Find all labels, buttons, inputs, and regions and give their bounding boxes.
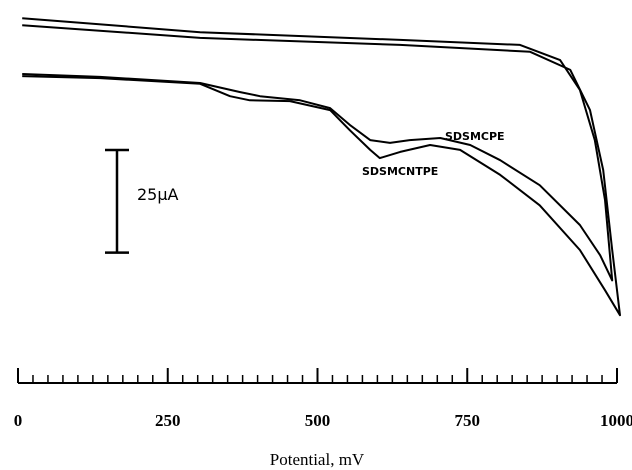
series-label: SDSMCNTPE — [362, 165, 438, 178]
x-tick-label: 750 — [455, 411, 481, 430]
voltammogram-line — [22, 24, 621, 317]
x-tick-label: 500 — [305, 411, 331, 430]
series-label: SDSMCPE — [445, 130, 505, 143]
x-tick-label: 1000 — [600, 411, 632, 430]
scale-bar-label: 25μA — [137, 185, 179, 204]
voltammogram-line — [22, 17, 614, 282]
x-tick-label: 250 — [155, 411, 181, 430]
x-tick-label: 0 — [14, 411, 23, 430]
x-axis-label: Potential, mV — [270, 450, 365, 469]
